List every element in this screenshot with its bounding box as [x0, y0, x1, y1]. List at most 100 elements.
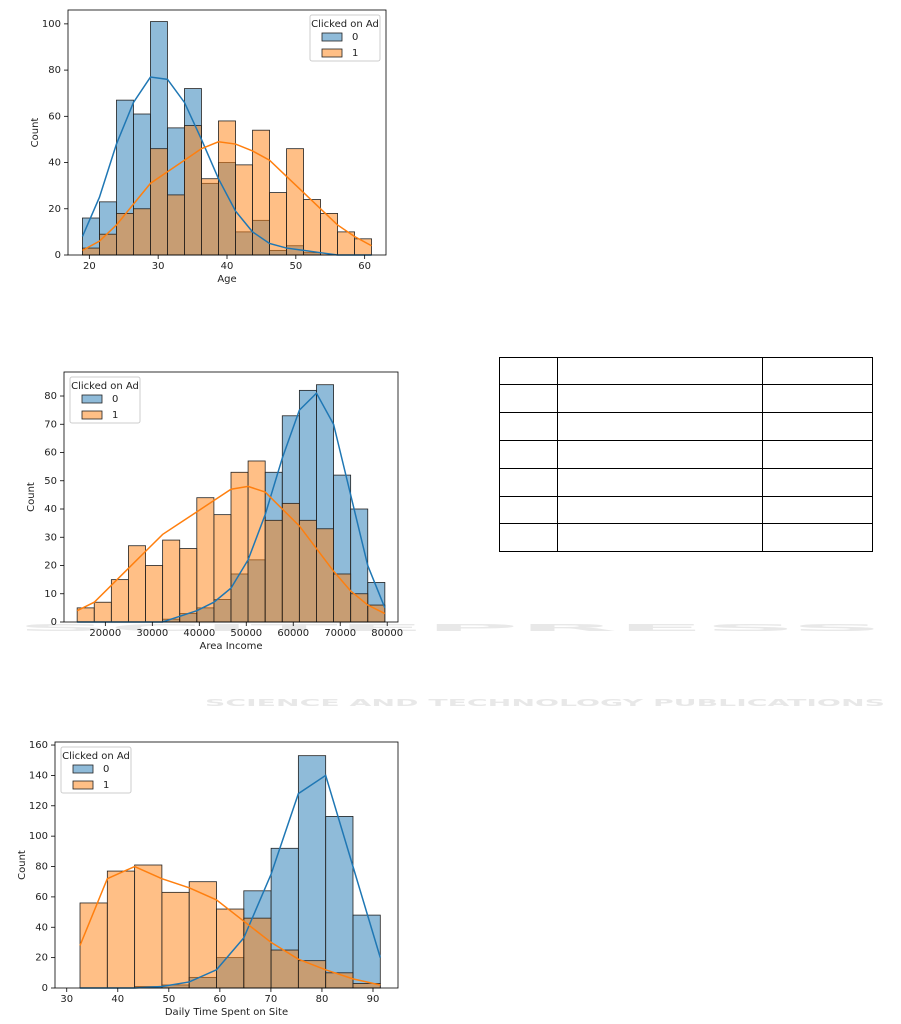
y-tick-label: 140: [29, 770, 48, 781]
y-tick-label: 0: [51, 617, 57, 628]
y-tick-label: 160: [29, 740, 48, 751]
bar: [99, 233, 117, 256]
x-tick-label: 60: [213, 994, 226, 1005]
x-tick-label: 40: [221, 261, 234, 272]
bar: [352, 914, 381, 989]
y-tick-label: 20: [48, 204, 61, 215]
bar: [320, 212, 338, 256]
y-tick-label: 20: [44, 561, 57, 572]
x-tick-label: 30: [152, 261, 165, 272]
bar: [134, 864, 163, 989]
bar: [110, 579, 129, 623]
x-tick-label: 70: [265, 994, 278, 1005]
bar: [162, 539, 181, 623]
x-tick-label: 80000: [371, 628, 403, 639]
x-tick-label: 20: [83, 261, 96, 272]
x-tick-label: 60000: [277, 628, 309, 639]
y-tick-label: 60: [44, 448, 57, 459]
y-axis-label: Count: [30, 118, 41, 148]
kde-line: [81, 76, 372, 256]
legend-title: Clicked on Ad: [71, 381, 139, 392]
y-tick-label: 100: [42, 19, 61, 30]
legend-swatch: [72, 764, 94, 774]
x-tick-label: 20000: [89, 628, 121, 639]
x-axis-label: Area Income: [200, 641, 263, 652]
legend-label: 0: [112, 394, 118, 405]
x-tick-label: 30000: [136, 628, 168, 639]
legend: Clicked on Ad 0 1: [60, 746, 132, 794]
bar: [316, 528, 334, 623]
x-tick-label: 40: [111, 994, 124, 1005]
legend-label: 1: [352, 48, 358, 59]
y-tick-label: 30: [44, 532, 57, 543]
watermark-title: SCITEPRESS: [17, 623, 883, 634]
y-tick-label: 40: [48, 158, 61, 169]
y-tick-label: 80: [44, 391, 57, 402]
bar: [286, 148, 304, 256]
y-tick-label: 20: [35, 953, 48, 964]
bar: [298, 519, 317, 623]
x-tick-label: 40000: [183, 628, 215, 639]
y-tick-label: 80: [35, 862, 48, 873]
bar: [281, 502, 300, 623]
plot-frame: [54, 741, 399, 989]
legend-swatch: [81, 410, 103, 420]
bar: [93, 601, 112, 623]
y-tick-label: 10: [44, 589, 57, 600]
legend-swatch: [321, 48, 343, 58]
bar: [188, 881, 217, 989]
legend-title: Clicked on Ad: [62, 751, 130, 762]
kde-line: [76, 485, 386, 615]
legend-label: 0: [352, 32, 358, 43]
x-tick-label: 70000: [324, 628, 356, 639]
empty-table: [499, 357, 873, 552]
legend: Clicked on Ad 0 1: [309, 14, 381, 62]
bar: [167, 194, 185, 256]
bar: [230, 471, 249, 623]
bar: [184, 125, 202, 256]
x-axis-label: Daily Time Spent on Site: [165, 1007, 288, 1018]
x-tick-label: 50: [289, 261, 302, 272]
bar: [270, 949, 299, 989]
bar: [213, 514, 232, 623]
y-tick-label: 0: [42, 983, 48, 994]
y-tick-label: 40: [44, 504, 57, 515]
kde-line: [79, 865, 381, 986]
y-tick-label: 120: [29, 801, 48, 812]
y-tick-label: 50: [44, 476, 57, 487]
bar: [243, 917, 272, 989]
legend: Clicked on Ad 0 1: [69, 376, 141, 424]
legend-label: 1: [103, 780, 109, 791]
bar: [264, 519, 283, 623]
bar: [150, 148, 168, 256]
bar: [297, 755, 327, 989]
bar: [128, 545, 146, 623]
legend-label: 0: [103, 764, 109, 775]
bar: [235, 164, 253, 256]
kde-line: [82, 140, 372, 252]
bar: [367, 604, 386, 623]
bar: [218, 120, 236, 256]
legend-title: Clicked on Ad: [311, 19, 379, 30]
x-tick-label: 80: [316, 994, 329, 1005]
y-tick-label: 60: [35, 892, 48, 903]
legend-swatch: [321, 32, 343, 42]
y-tick-label: 100: [29, 831, 48, 842]
legend-swatch: [81, 394, 103, 404]
legend-label: 1: [112, 410, 118, 421]
table-border: [499, 357, 873, 552]
chart: 20 30 40 50 60 0 20 40 60 80 100 Age Count Clicked on…: [30, 9, 387, 285]
bar: [303, 199, 321, 256]
bar: [116, 212, 134, 256]
watermark-subtitle: SCIENCE AND TECHNOLOGY PUBLICATIONS: [205, 698, 885, 709]
bar: [216, 908, 245, 989]
x-axis-label: Age: [217, 274, 236, 285]
bar: [325, 816, 354, 989]
bar: [106, 870, 136, 989]
y-tick-label: 40: [35, 922, 48, 933]
bar: [79, 902, 108, 989]
bar: [145, 565, 164, 623]
y-tick-label: 80: [48, 65, 61, 76]
bar: [247, 460, 266, 623]
